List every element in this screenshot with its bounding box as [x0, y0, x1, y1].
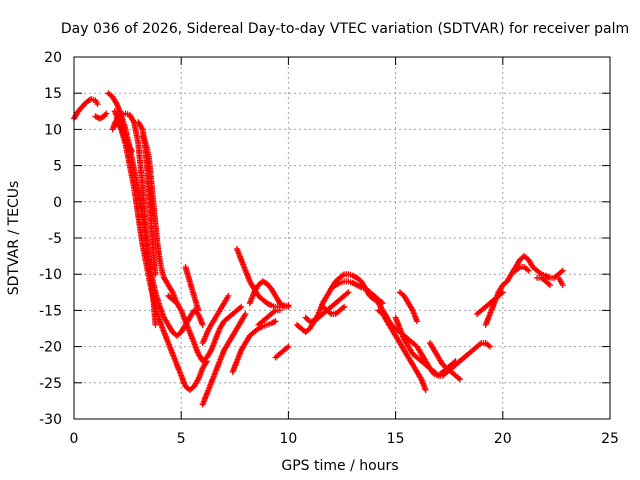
x-tick-label: 15: [387, 431, 405, 447]
x-tick-labels: 0 5 10 15 20 25: [70, 431, 619, 447]
data-marker: [199, 311, 249, 408]
y-tick-label: -15: [39, 303, 62, 319]
x-tick-label: 25: [601, 431, 619, 447]
data-marker: [319, 303, 348, 317]
data-points: [71, 90, 566, 408]
series-arc-8: [139, 133, 180, 307]
series-arc-23: [375, 307, 429, 393]
series-arc-2: [92, 110, 110, 122]
data-marker: [165, 292, 245, 365]
series-arc-31: [534, 274, 553, 289]
series-arc-27: [448, 340, 493, 372]
data-marker: [448, 340, 493, 372]
data-marker: [92, 110, 110, 122]
data-marker: [246, 278, 292, 310]
data-marker: [139, 133, 180, 307]
y-tick-label: 20: [44, 50, 62, 66]
y-tick-label: 10: [44, 122, 62, 138]
series-arc-25: [396, 289, 420, 325]
data-marker: [555, 274, 566, 289]
chart-title: Day 036 of 2026, Sidereal Day-to-day VTE…: [61, 21, 629, 37]
grid-lines: [74, 57, 610, 419]
series-arc-6: [111, 108, 135, 155]
x-tick-label: 0: [70, 431, 79, 447]
x-tick-label: 20: [494, 431, 512, 447]
data-marker: [426, 340, 463, 383]
y-tick-label: -10: [39, 267, 62, 283]
data-marker: [199, 292, 232, 346]
series-arc-29: [482, 253, 566, 328]
series-arc-20: [319, 303, 348, 317]
series-arc-9: [165, 292, 245, 365]
series-arc-32: [555, 274, 566, 289]
data-marker: [111, 108, 135, 155]
y-tick-label: 15: [44, 86, 62, 102]
data-marker: [229, 318, 279, 375]
series-arc-11: [199, 311, 249, 408]
x-tick-label: 5: [177, 431, 186, 447]
data-marker: [512, 264, 532, 274]
y-axis-label: SDTVAR / TECUs: [6, 181, 22, 296]
y-tick-label: -25: [39, 376, 62, 392]
axis-ticks: [73, 56, 611, 420]
series-arc-14: [246, 278, 292, 310]
series-arc-26: [426, 340, 463, 383]
data-marker: [255, 307, 283, 328]
y-tick-label: -5: [48, 231, 62, 247]
series-arc-12: [199, 292, 232, 346]
y-tick-label: 0: [53, 195, 62, 211]
series-arc-16: [255, 307, 283, 328]
data-marker: [375, 307, 429, 393]
data-marker: [482, 253, 566, 328]
x-tick-label: 10: [279, 431, 297, 447]
y-tick-label: 5: [53, 159, 62, 175]
series-arc-15: [229, 318, 279, 375]
y-tick-label: -20: [39, 340, 62, 356]
y-tick-label: -30: [39, 412, 62, 428]
series-arc-17: [272, 343, 292, 361]
data-marker: [396, 289, 420, 325]
data-marker: [182, 264, 202, 314]
y-tick-labels: -30 -25 -20 -15 -10 -5 0 5 10 15 20: [39, 50, 62, 428]
x-axis-label: GPS time / hours: [281, 458, 398, 474]
data-marker: [534, 274, 553, 289]
series-arc-10: [182, 264, 202, 314]
series-arc-30: [512, 264, 532, 274]
data-marker: [272, 343, 292, 361]
